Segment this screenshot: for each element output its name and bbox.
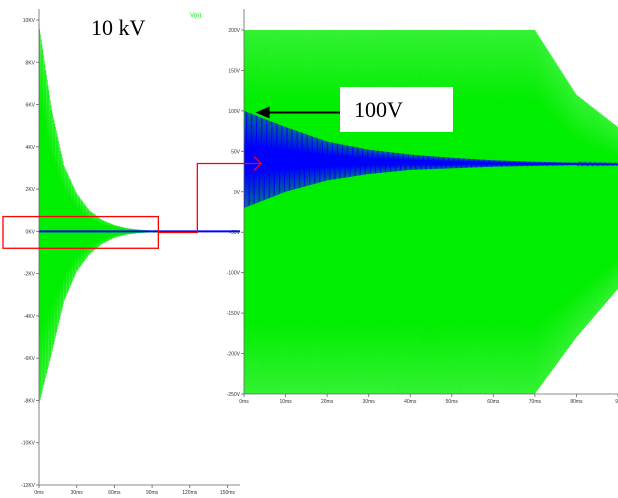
right-x-tick-label: 90 xyxy=(615,399,618,405)
left-y-tick-label: -2KV xyxy=(24,272,36,278)
legend-label: V(n) xyxy=(190,13,202,19)
left-y-tick-label: -8KV xyxy=(24,398,36,404)
left-y-tick-label: -4KV xyxy=(24,314,36,320)
right-y-tick-label: 150V xyxy=(228,68,240,74)
left-green-signal xyxy=(39,24,240,404)
left-x-tick-label: 90ms xyxy=(146,490,159,496)
left-chart: 10KV 8KV 6KV 4KV 2KV 0KV -2KV -4KV -6KV -8KV -10KV… xyxy=(21,9,240,496)
left-y-tick-label: -6KV xyxy=(24,356,36,362)
right-x-tick-label: 10ms xyxy=(279,399,292,405)
right-x-tick-label: 0ms xyxy=(239,399,249,405)
right-x-tick-label: 20ms xyxy=(321,399,334,405)
right-x-tick-label: 70ms xyxy=(529,399,542,405)
left-y-tick-label: -12KV xyxy=(21,483,36,489)
right-y-tick-label: -150V xyxy=(227,311,241,317)
right-chart: 200V 150V 100V 50V 0V -50V -100V -150V -200V -250… xyxy=(227,9,618,405)
right-peak-annotation: 100V xyxy=(340,87,453,132)
left-plot-area xyxy=(39,24,240,404)
left-y-tick-label: 4KV xyxy=(26,145,36,151)
right-x-tick-label: 40ms xyxy=(404,399,417,405)
right-x-tick-label: 30ms xyxy=(363,399,376,405)
right-x-tick-label: 80ms xyxy=(570,399,583,405)
left-y-tick-label: 2KV xyxy=(26,187,36,193)
right-y-tick-label: 200V xyxy=(228,28,240,34)
right-y-tick-label: -100V xyxy=(227,271,241,277)
right-y-tick-label: -200V xyxy=(227,352,241,358)
right-axes: 200V 150V 100V 50V 0V -50V -100V -150V -200V -250… xyxy=(227,9,618,405)
left-y-tick-label: 10KV xyxy=(23,18,36,24)
right-green-signal xyxy=(244,29,618,394)
right-y-tick-label: 50V xyxy=(231,149,241,155)
right-plot-area xyxy=(244,29,618,394)
right-y-tick-label: 100V xyxy=(228,109,240,115)
right-y-tick-label: 0V xyxy=(234,190,241,196)
right-blue-signal xyxy=(244,110,618,208)
left-y-tick-label: -10KV xyxy=(21,441,36,447)
zoom-connector xyxy=(158,156,262,234)
left-x-tick-label: 60ms xyxy=(108,490,121,496)
right-y-tick-label: -50V xyxy=(229,230,240,236)
right-y-tick-label: -250V xyxy=(227,392,241,398)
left-axes: 10KV 8KV 6KV 4KV 2KV 0KV -2KV -4KV -6KV -8KV -10KV… xyxy=(21,9,240,496)
right-x-tick-label: 50ms xyxy=(446,399,459,405)
left-y-tick-label: 6KV xyxy=(26,103,36,109)
left-x-tick-label: 30ms xyxy=(71,490,84,496)
pointer-arrow-head xyxy=(255,106,270,119)
left-x-tick-label: 120ms xyxy=(182,490,198,496)
left-x-tick-label: 150ms xyxy=(220,490,236,496)
left-y-tick-label: 0KV xyxy=(26,229,36,235)
right-x-tick-label: 60ms xyxy=(487,399,500,405)
left-y-tick-label: 8KV xyxy=(26,60,36,66)
left-peak-annotation: 10 kV xyxy=(75,10,161,42)
left-x-tick-label: 0ms xyxy=(34,490,44,496)
